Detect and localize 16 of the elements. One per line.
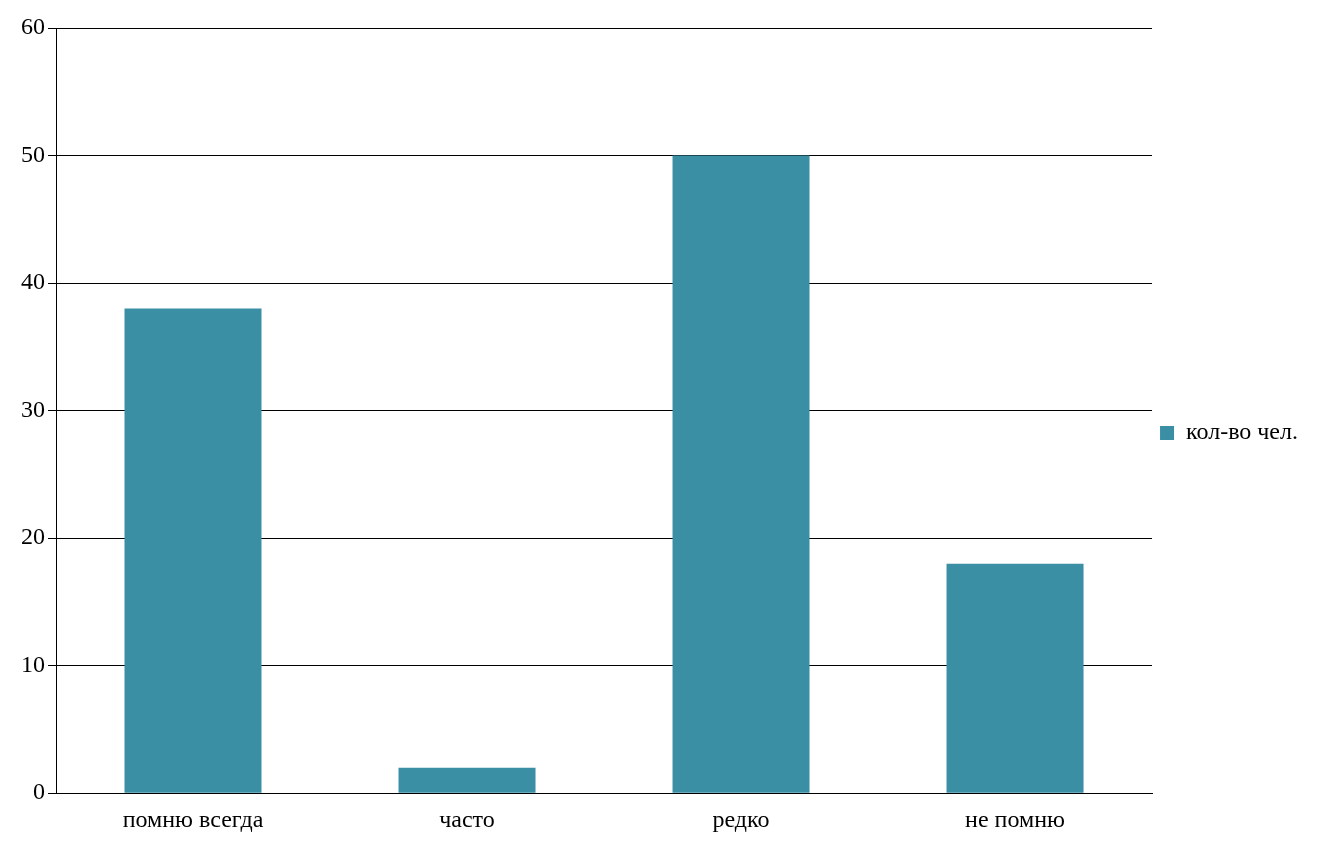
x-tick-label: не помню — [965, 805, 1066, 832]
legend-label: кол-во чел. — [1186, 418, 1299, 445]
y-tick-label: 10 — [21, 650, 45, 677]
y-tick-label: 20 — [21, 523, 45, 550]
bar — [398, 767, 536, 793]
y-tick-label: 50 — [21, 140, 45, 167]
bar — [672, 155, 810, 793]
y-tick-label: 40 — [21, 268, 45, 295]
x-tick-label: помню всегда — [122, 805, 264, 832]
y-tick-label: 30 — [21, 395, 45, 422]
bar — [946, 563, 1084, 793]
x-tick-label: редко — [712, 805, 770, 832]
y-tick-label: 0 — [33, 778, 45, 805]
bar — [124, 308, 262, 793]
y-tick-label: 60 — [21, 13, 45, 40]
x-tick-label: часто — [439, 805, 495, 832]
